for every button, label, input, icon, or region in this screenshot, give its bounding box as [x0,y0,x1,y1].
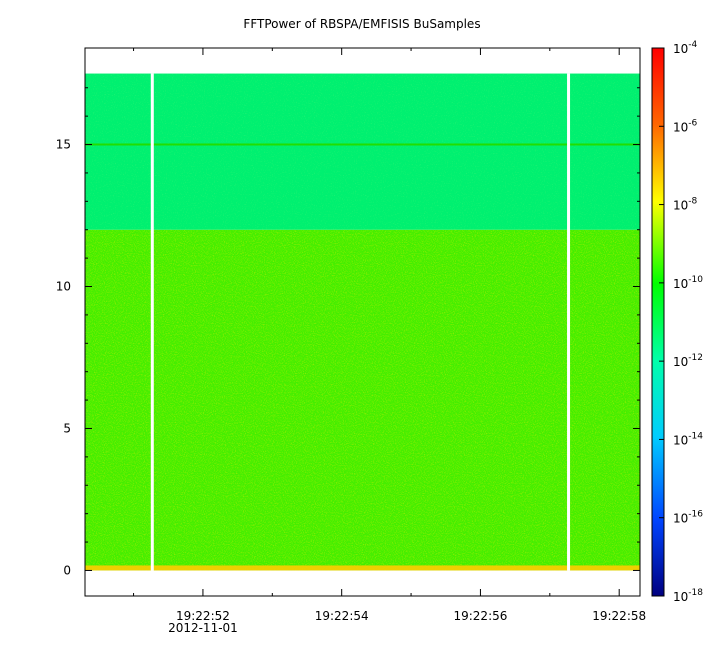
colorbar-tick-exponent: -12 [688,353,703,363]
colorbar-tick-label: 10-18 [673,588,703,604]
spectrogram-main-texture [85,229,640,571]
y-tick-label: 10 [56,280,71,294]
colorbar-tick-label: 10-14 [673,431,703,447]
data-gap [567,73,571,571]
colorbar [651,47,665,597]
plot-frame [84,47,641,597]
colorbar-tick-exponent: -6 [688,118,697,128]
chart-title: FFTPower of RBSPA/EMFISIS BuSamples [243,17,481,31]
y-tick-label: 0 [63,563,71,577]
colorbar-tick-exponent: -14 [688,431,703,441]
x-date-label: 2012-11-01 [168,621,238,635]
colorbar-tick-label: 10-8 [673,197,698,213]
colorbar-tick-exponent: -4 [688,40,697,50]
colorbar-tick-exponent: -10 [688,275,703,285]
x-tick-label: 19:22:52 [176,609,230,623]
x-tick-label: 19:22:54 [315,609,369,623]
data-gap [150,73,154,571]
colorbar-tick-exponent: -16 [688,510,703,520]
x-tick-label: 19:22:56 [453,609,507,623]
colorbar-tick-label: 10-6 [673,118,698,134]
colorbar-tick-label: 10-12 [673,353,703,369]
colorbar-tick-exponent: -18 [688,588,703,598]
colorbar-tick-label: 10-4 [673,40,698,56]
spectrogram-bottom-edge [85,565,640,571]
colorbar-tick-label: 10-10 [673,275,703,291]
colorbar-tick-exponent: -8 [688,197,697,207]
y-tick-label: 5 [63,421,71,435]
spectrogram-upper-texture [85,73,640,230]
colorbar-tick-label: 10-16 [673,510,703,526]
y-tick-label: 15 [56,138,71,152]
x-tick-label: 19:22:58 [592,609,646,623]
